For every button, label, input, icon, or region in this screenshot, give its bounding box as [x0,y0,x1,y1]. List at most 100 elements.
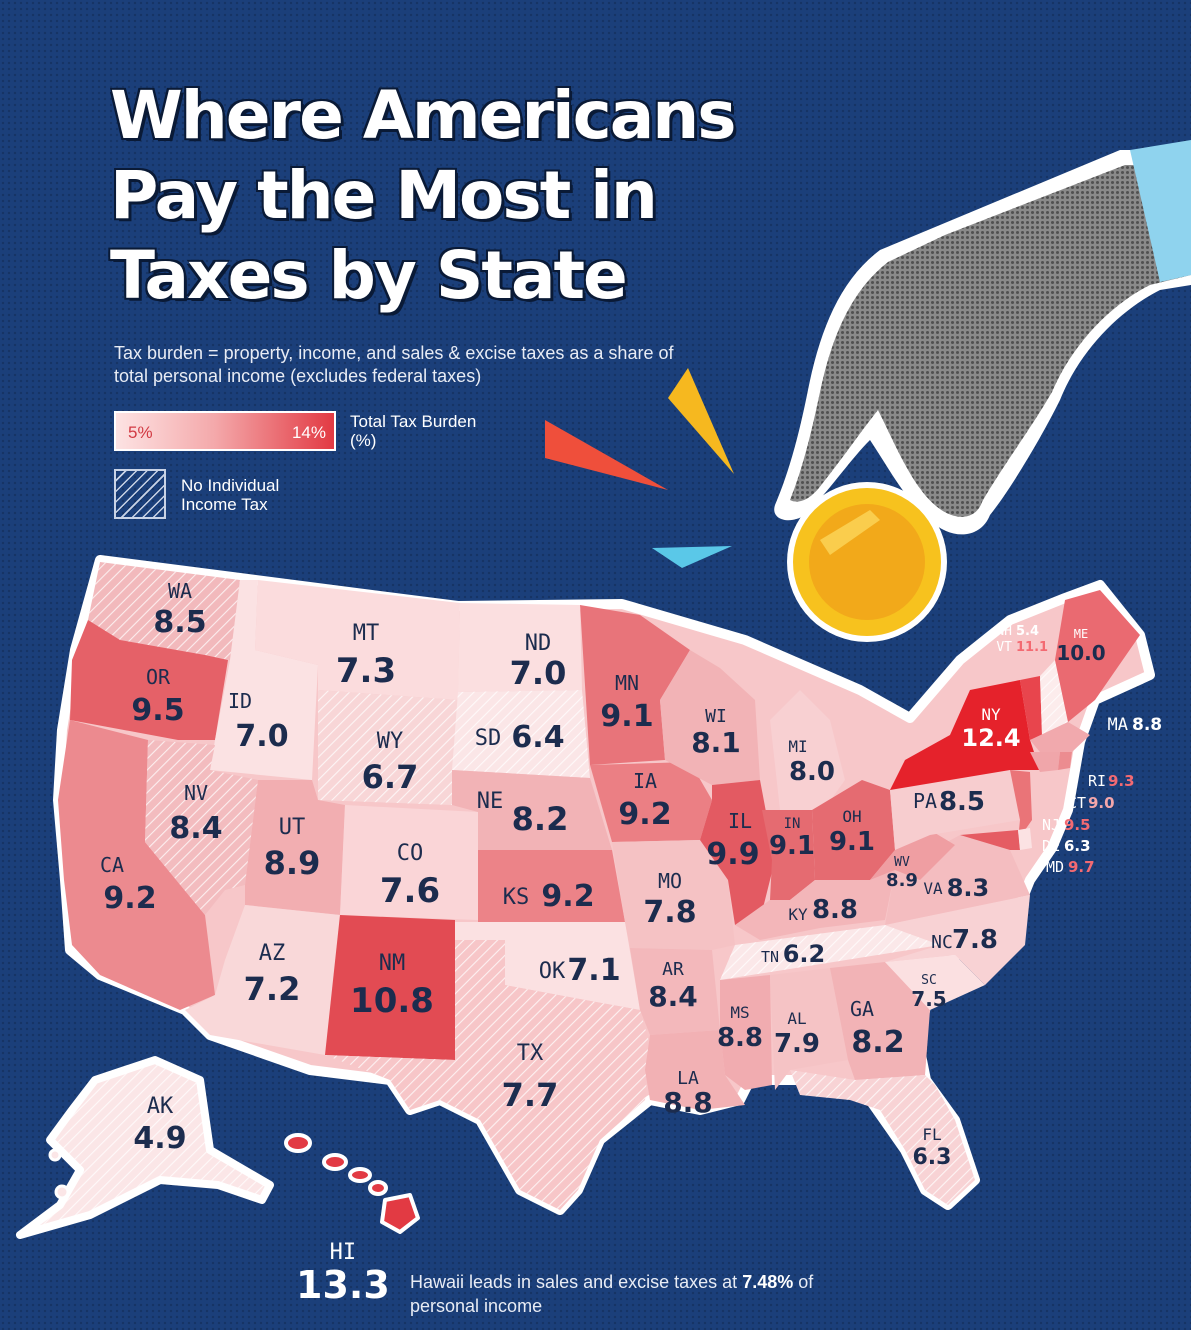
label-ga-value: 8.2 [851,1025,904,1060]
label-ri-abbr: RI [1088,772,1106,790]
state-oh [812,780,895,880]
state-me [1055,590,1140,722]
label-ar-abbr: AR [662,959,684,980]
confetti-cyan [652,546,732,568]
state-ky [735,870,895,940]
label-nd-value: 7.0 [510,654,567,692]
state-ri [1058,752,1072,770]
label-tx-abbr: TX [517,1041,544,1066]
label-nj-value: 9.5 [1064,816,1091,834]
state-wa [88,562,240,660]
state-nd [458,603,582,692]
label-id-value: 7.0 [235,719,288,754]
label-ms-value: 8.8 [717,1023,763,1053]
label-ut-value: 8.9 [264,844,321,882]
label-va-value: 8.3 [947,874,990,902]
map-alaska [16,1056,274,1239]
state-tn [720,920,950,980]
state-labels: WA 8.5 OR 9.5 CA 9.2 ID 7.0 NV 8.4 MT 7.… [100,579,1162,1170]
legend-color-scale: 5% 14% [114,411,336,451]
legend-scale-title: Total Tax Burden (%) [350,412,477,450]
label-wi-abbr: WI [705,706,727,727]
label-al-value: 7.9 [774,1029,820,1059]
label-ar-value: 8.4 [648,980,698,1013]
label-la-abbr: LA [677,1068,699,1089]
label-ne-value: 8.2 [512,800,569,838]
hawaii-footnote: Hawaii leads in sales and excise taxes a… [410,1270,830,1318]
label-ia-value: 9.2 [618,797,671,832]
footnote-text-after: of personal income [410,1272,814,1316]
label-mt-abbr: MT [353,621,380,646]
state-mn [580,605,690,765]
label-mt-value: 7.3 [336,651,396,691]
state-la [645,1030,745,1110]
label-nm-abbr: NM [379,951,406,976]
label-me-value: 10.0 [1056,641,1105,665]
label-ak-value: 4.9 [133,1121,186,1156]
state-mo [612,840,735,950]
label-nh-abbr: NH [996,624,1012,639]
state-ok [455,922,640,1010]
state-nm [325,915,455,1060]
footnote-text-before: Hawaii leads in sales and excise taxes a… [410,1272,743,1292]
state-ut [245,780,345,915]
subtitle: Tax burden = property, income, and sales… [114,343,674,386]
page-title: Where Americans Pay the Most in Taxes by… [110,76,737,316]
state-pa [890,770,1020,850]
label-or-abbr: OR [146,665,171,689]
label-ca-value: 9.2 [103,881,156,916]
label-wy-abbr: WY [377,729,404,754]
label-pa-abbr: PA [913,789,937,813]
state-nh [1040,660,1068,735]
label-ga-abbr: GA [850,997,874,1021]
label-sd-abbr: SD [475,726,502,751]
label-ct-value: 9.0 [1088,794,1115,812]
label-nh-value: 5.4 [1016,624,1039,639]
label-vt-abbr: VT [996,640,1012,655]
state-sd [452,690,590,778]
label-ak-abbr: AK [147,1094,174,1119]
label-wv-value: 8.9 [886,870,918,891]
legend-hatch-swatch [114,469,166,519]
state-wi [660,650,760,785]
footnote-highlight: 7.48% [742,1272,794,1292]
state-in [762,810,815,900]
state-il [700,780,775,925]
label-de-abbr: DE [1042,837,1060,855]
label-ok-value: 7.1 [567,953,620,988]
label-al-abbr: AL [787,1009,806,1028]
legend-hatch-label: No Individual Income Tax [181,476,280,514]
state-ne [452,770,612,850]
label-ia-abbr: IA [633,769,657,793]
label-nm-value: 10.8 [350,981,434,1021]
hawaii-callout: HI 13.3 [296,1240,390,1305]
state-co [340,805,478,920]
label-fl-value: 6.3 [913,1145,952,1170]
state-md [960,830,1020,850]
legend-min-label: 5% [128,423,153,442]
label-ky-abbr: KY [788,905,808,924]
label-or-value: 9.5 [131,693,184,728]
title-line-3: Taxes by State [110,237,628,314]
label-il-value: 9.9 [706,837,759,872]
label-co-value: 7.6 [380,871,440,911]
state-fl [790,1070,975,1205]
label-vt-value: 11.1 [1016,640,1048,655]
label-mo-value: 7.8 [643,895,696,930]
state-al [770,968,848,1090]
label-sd-value: 6.4 [511,720,564,755]
label-nc-value: 7.8 [952,925,998,955]
label-md-value: 9.7 [1068,858,1095,876]
state-ms [720,975,772,1090]
title-line-1: Where Americans [110,77,737,154]
label-oh-value: 9.1 [829,827,875,857]
label-nc-abbr: NC [931,932,953,953]
label-wa-value: 8.5 [153,605,206,640]
label-tx-value: 7.7 [502,1076,559,1114]
label-ma-value: 8.8 [1132,715,1162,735]
label-ut-abbr: UT [279,815,306,840]
state-mi [770,690,845,815]
label-la-value: 8.8 [663,1086,713,1119]
label-va-abbr: VA [923,879,943,898]
